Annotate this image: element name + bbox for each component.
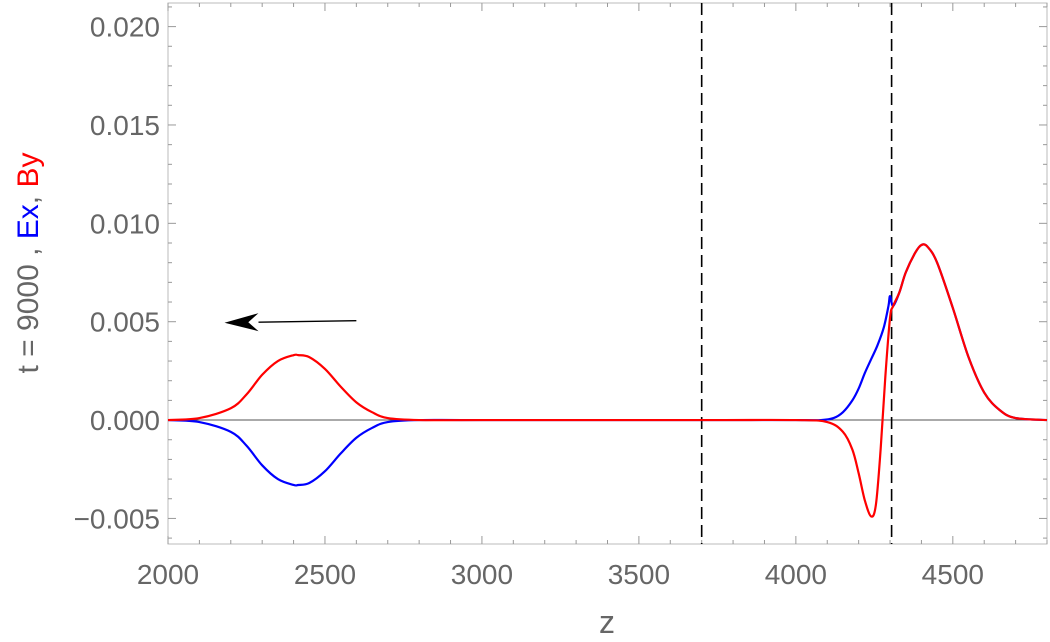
x-tick-labels: 2000 2500 3000 3500 4000 4500 [137, 559, 984, 590]
vertical-lines [700, 3, 893, 544]
y-tick-label: 0.015 [90, 110, 160, 141]
x-tick-label: 2000 [137, 559, 199, 590]
y-tick-label: 0.005 [90, 307, 160, 338]
y-tick-label: 0.020 [90, 12, 160, 43]
arrow-layer [224, 313, 357, 332]
y-axis-label-time: t = 9000 , [12, 239, 45, 373]
y-axis-label-ex: Ex [12, 204, 45, 239]
axis-layer [167, 3, 1048, 544]
x-tick-label: 3500 [608, 559, 670, 590]
y-tick-label: 0.000 [90, 405, 160, 436]
arrow-shaft [258, 320, 357, 323]
y-axis-label-sep: , [12, 188, 45, 205]
x-axis-label: z [599, 604, 615, 640]
x-tick-label: 2500 [294, 559, 356, 590]
series-layer [167, 243, 1048, 518]
y-axis-label: t = 9000 , Ex, By [12, 153, 45, 374]
arrow-head-icon [224, 313, 259, 332]
series-line-ex [167, 243, 1048, 487]
y-tick-label: 0.010 [90, 208, 160, 239]
x-tick-label: 4000 [765, 559, 827, 590]
y-tick-labels: −0.005 0.000 0.005 0.010 0.015 0.020 [74, 12, 160, 535]
y-axis-label-by: By [12, 153, 45, 188]
plot-frame [167, 2, 1048, 545]
y-tick-label: −0.005 [74, 503, 160, 534]
x-tick-label: 4500 [922, 559, 984, 590]
x-tick-label: 3000 [451, 559, 513, 590]
series-line-by [167, 243, 1048, 518]
